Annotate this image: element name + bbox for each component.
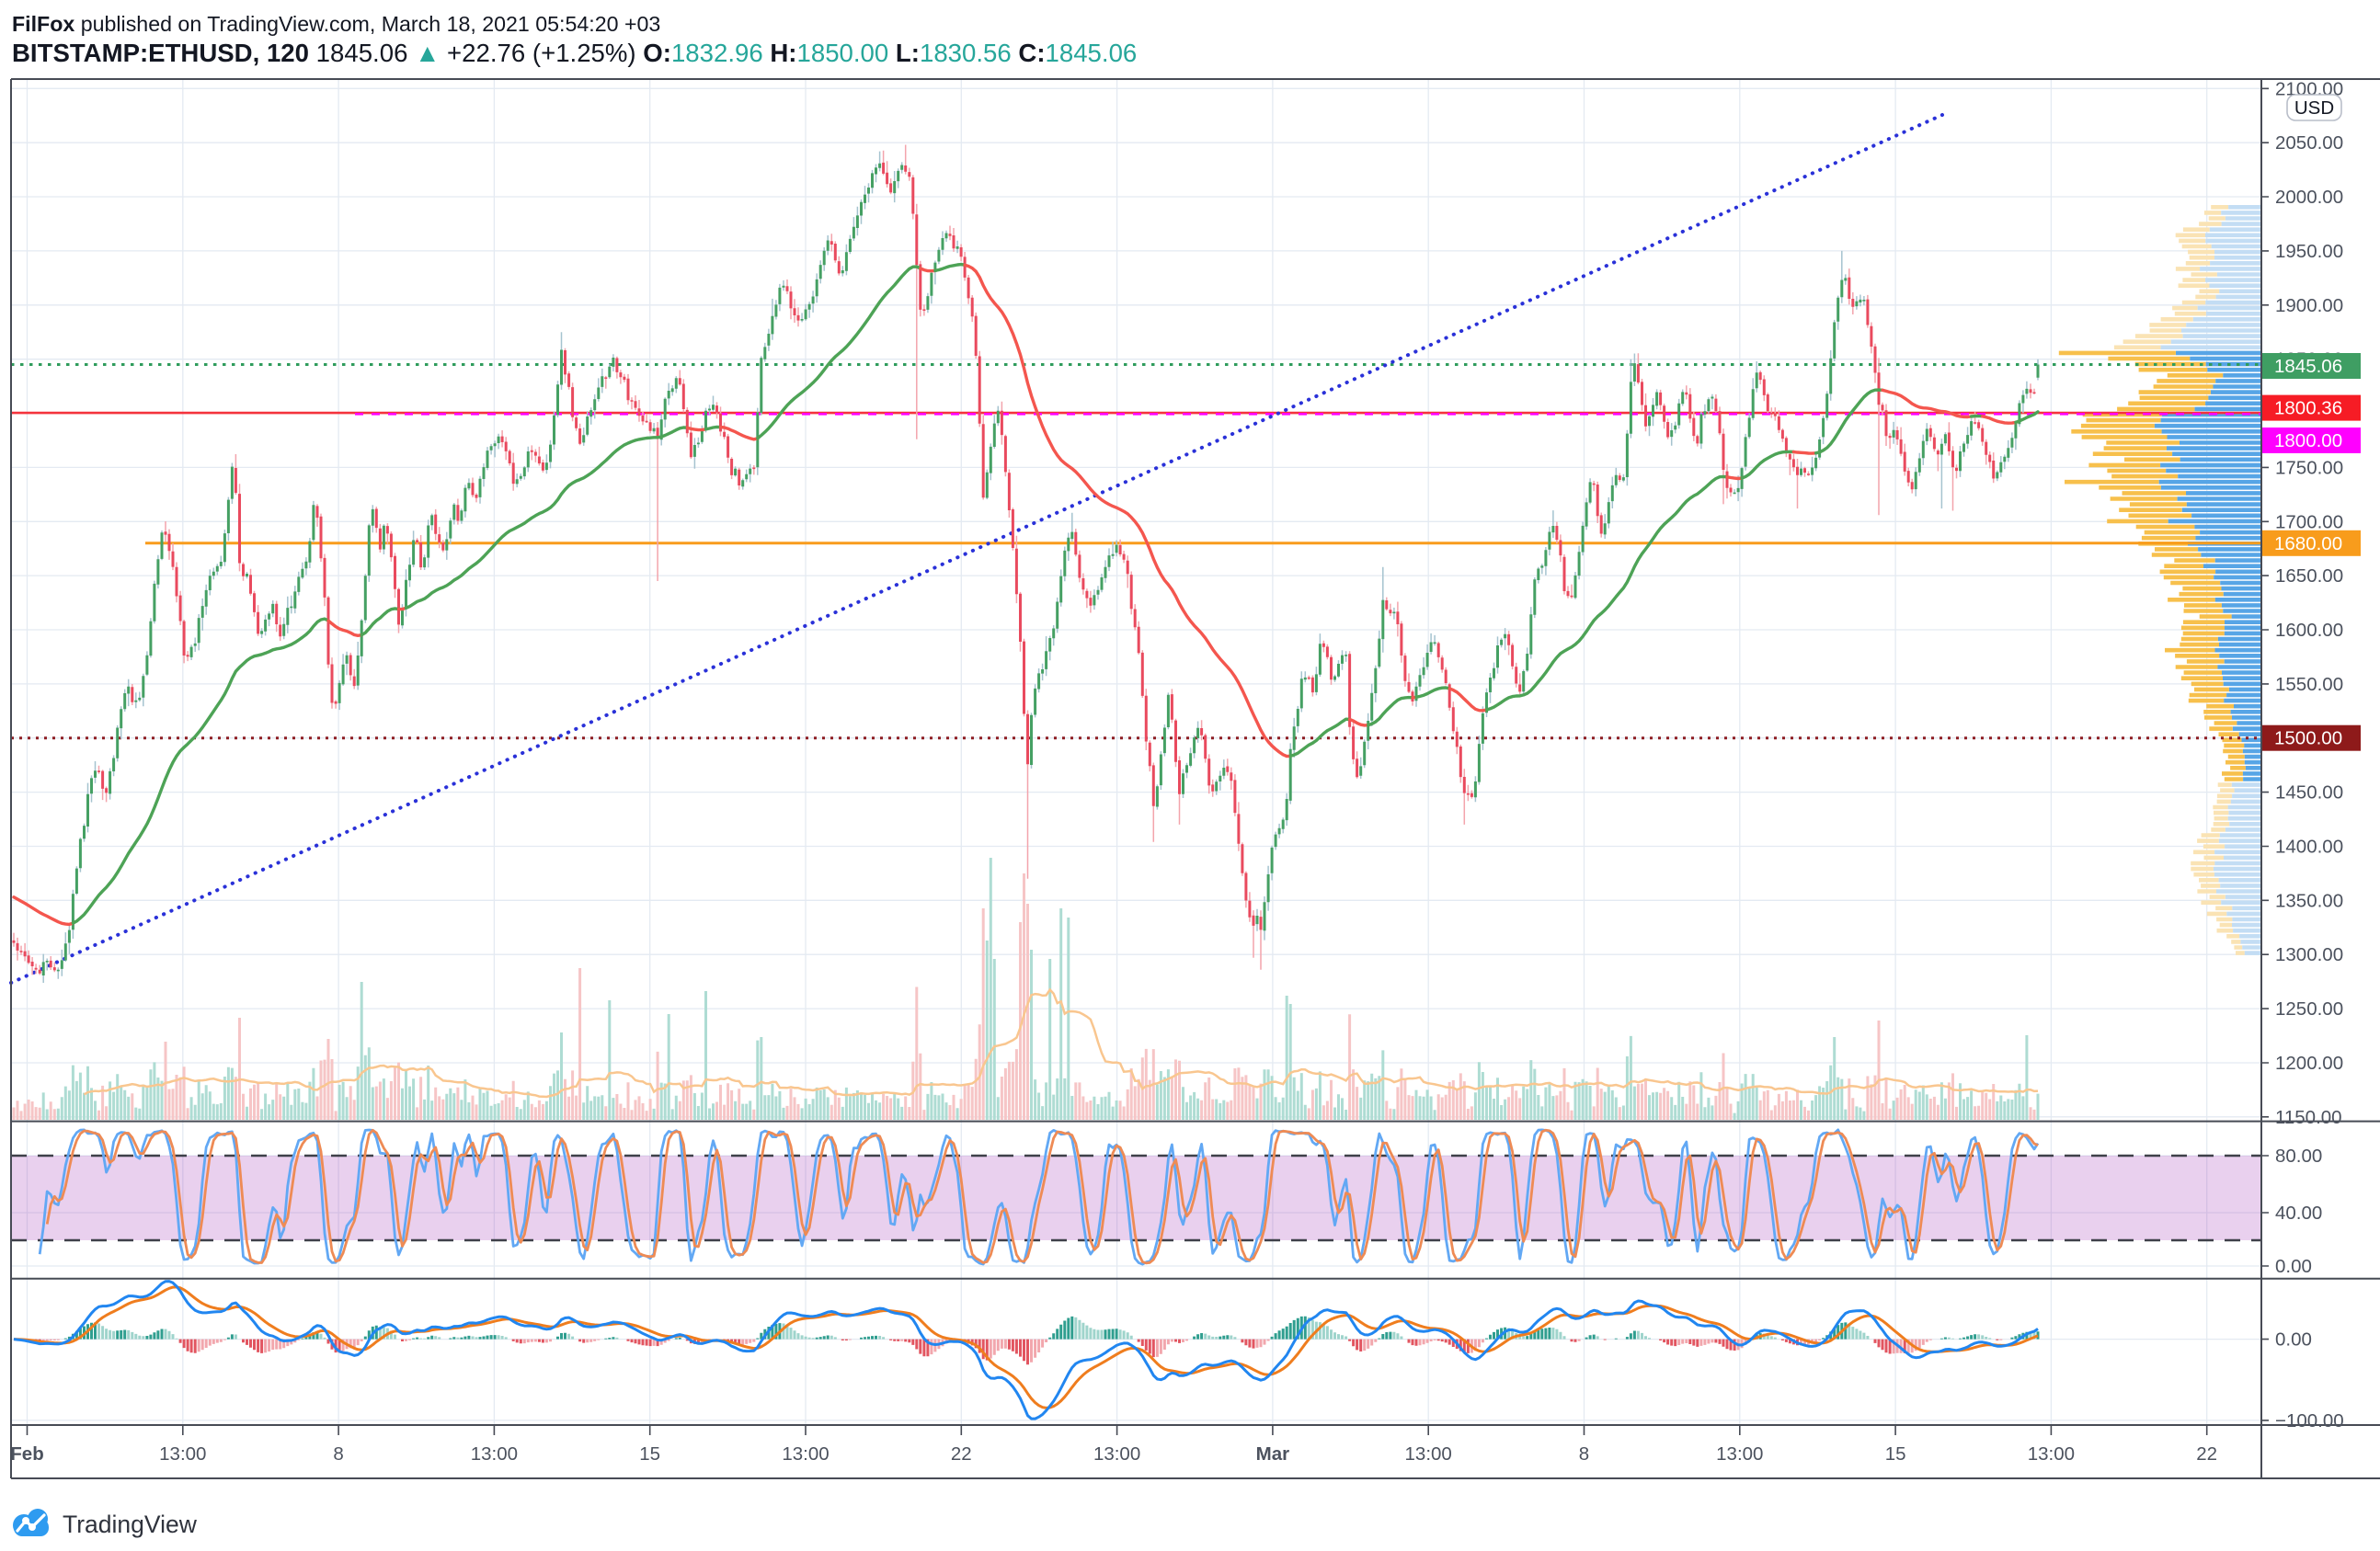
svg-text:1300.00: 1300.00 [2275,944,2343,965]
svg-text:1650.00: 1650.00 [2275,565,2343,587]
svg-text:40.00: 40.00 [2275,1203,2322,1224]
svg-text:13:00: 13:00 [159,1443,206,1465]
svg-text:1600.00: 1600.00 [2275,620,2343,641]
svg-text:13:00: 13:00 [1716,1443,1763,1465]
svg-text:22: 22 [2196,1443,2217,1465]
svg-text:13:00: 13:00 [1405,1443,1452,1465]
svg-text:Feb: Feb [10,1443,43,1465]
svg-text:1680.00: 1680.00 [2274,533,2342,554]
svg-text:80.00: 80.00 [2275,1146,2322,1167]
svg-text:13:00: 13:00 [2028,1443,2075,1465]
svg-text:2000.00: 2000.00 [2275,187,2343,208]
svg-text:1150.00: 1150.00 [2275,1107,2342,1128]
svg-text:1350.00: 1350.00 [2275,890,2343,911]
svg-text:1200.00: 1200.00 [2275,1053,2343,1074]
svg-text:1750.00: 1750.00 [2275,457,2343,478]
svg-text:1400.00: 1400.00 [2275,837,2343,858]
svg-text:13:00: 13:00 [1093,1443,1140,1465]
svg-text:15: 15 [1885,1443,1906,1465]
svg-text:13:00: 13:00 [471,1443,518,1465]
svg-text:TradingView: TradingView [63,1511,198,1538]
svg-text:15: 15 [639,1443,660,1465]
svg-text:1950.00: 1950.00 [2275,241,2343,262]
svg-text:0.00: 0.00 [2275,1329,2312,1351]
svg-text:1450.00: 1450.00 [2275,782,2343,804]
svg-text:USD: USD [2294,97,2334,119]
svg-text:1500.00: 1500.00 [2274,728,2342,749]
svg-text:8: 8 [1579,1443,1589,1465]
svg-text:1900.00: 1900.00 [2275,295,2343,316]
svg-text:1845.06: 1845.06 [2274,356,2342,377]
svg-text:22: 22 [951,1443,972,1465]
svg-text:−100.00: −100.00 [2275,1410,2344,1431]
svg-text:FilFox published on TradingVie: FilFox published on TradingView.com, Mar… [12,12,660,36]
svg-text:0.00: 0.00 [2275,1256,2312,1277]
svg-text:BITSTAMP:ETHUSD, 120 1845.06 ▲: BITSTAMP:ETHUSD, 120 1845.06 ▲ +22.76 (+… [12,39,1137,67]
svg-text:1700.00: 1700.00 [2275,511,2343,532]
svg-text:1250.00: 1250.00 [2275,998,2343,1020]
svg-text:2050.00: 2050.00 [2275,132,2343,154]
svg-text:1800.36: 1800.36 [2274,398,2342,419]
svg-text:1550.00: 1550.00 [2275,674,2343,695]
svg-text:13:00: 13:00 [782,1443,829,1465]
svg-text:Mar: Mar [1256,1443,1289,1465]
svg-text:1800.00: 1800.00 [2274,430,2342,451]
svg-text:8: 8 [333,1443,343,1465]
